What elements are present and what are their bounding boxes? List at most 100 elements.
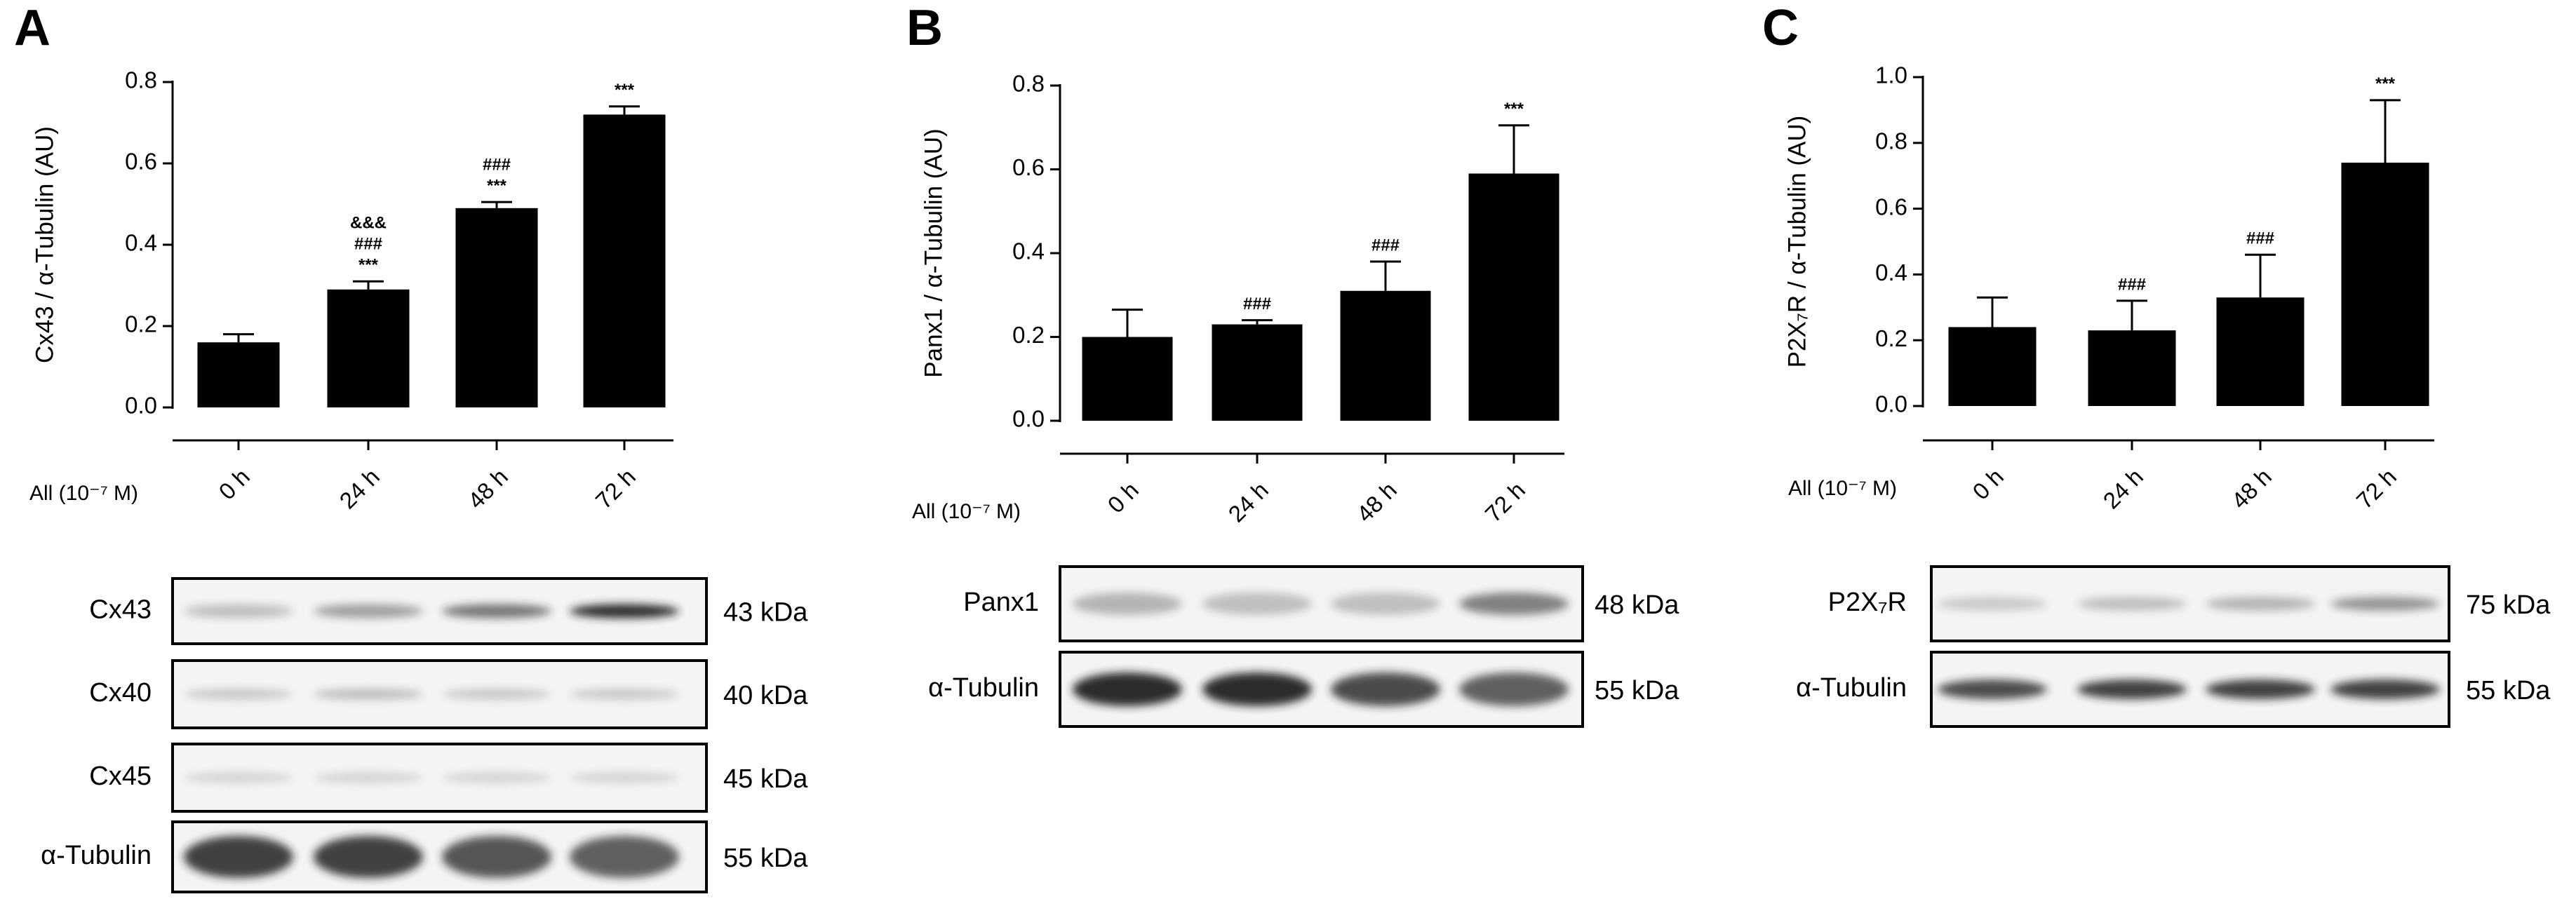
blot-band <box>314 604 423 618</box>
bar <box>2216 297 2305 406</box>
significance-mark: ### <box>483 155 511 174</box>
error-bar <box>2370 99 2401 163</box>
y-tick-label: 0.0 <box>1012 406 1045 432</box>
blot-band <box>2206 597 2315 611</box>
blot-size: 75 kDa <box>2466 590 2551 620</box>
y-tick-label: 0.8 <box>125 67 157 93</box>
x-tick-label: 48 h <box>463 464 514 514</box>
blot-band <box>570 772 679 783</box>
y-axis-label: Panx1 / α-Tubulin (AU) <box>920 128 947 377</box>
y-tick-label: 0.6 <box>1012 154 1045 180</box>
x-tick-label: 48 h <box>1352 477 1402 527</box>
x-prefix-label: All (10⁻⁷ M) <box>1788 477 1897 500</box>
y-axis-label: Cx43 / α-Tubulin (AU) <box>31 126 58 363</box>
significance-mark: &&& <box>350 214 387 233</box>
y-tick-label: 0.2 <box>1012 322 1045 348</box>
error-bar <box>223 333 254 343</box>
blot-size: 55 kDa <box>1595 676 1679 705</box>
significance-mark: *** <box>487 176 507 195</box>
y-axis-label: P2X₇R / α-Tubulin (AU) <box>1783 116 1811 368</box>
significance-mark: *** <box>615 81 635 100</box>
blot-label: α-Tubulin <box>928 673 1039 703</box>
blot-band <box>1938 597 2047 611</box>
blot-band <box>1202 593 1312 615</box>
blot-band <box>314 689 423 700</box>
blot-band <box>2330 597 2440 611</box>
bar <box>1468 173 1559 421</box>
significance-mark: ### <box>2118 275 2146 294</box>
significance-mark: ### <box>2246 229 2274 248</box>
y-tick-label: 0.4 <box>1012 238 1045 264</box>
x-tick-label: 24 h <box>335 464 385 514</box>
blot-band <box>570 836 679 878</box>
x-prefix-label: All (10⁻⁷ M) <box>29 482 138 505</box>
blot-band <box>1459 593 1569 615</box>
blot-band <box>2206 680 2315 699</box>
significance-mark: *** <box>1504 100 1524 119</box>
blot-band <box>570 689 679 700</box>
blot-band <box>1331 672 1440 706</box>
error-bar <box>1112 309 1143 337</box>
blot-size: 43 kDa <box>723 598 808 628</box>
blot-band <box>2077 680 2187 699</box>
blot-band <box>442 836 551 878</box>
x-tick-label: 72 h <box>2352 464 2402 514</box>
bar <box>327 289 410 407</box>
blot-band <box>442 772 551 783</box>
blot-label: Cx45 <box>89 762 152 791</box>
significance-mark: ### <box>1243 295 1271 313</box>
significance-mark: ### <box>354 235 382 254</box>
y-tick-label: 0.2 <box>125 311 157 337</box>
error-bar <box>1498 124 1529 174</box>
y-tick-label: 0.0 <box>125 393 157 419</box>
blot-size: 45 kDa <box>723 764 808 794</box>
bar <box>1340 290 1431 421</box>
blot-label: α-Tubulin <box>1796 673 1907 703</box>
blot-band <box>2077 597 2187 611</box>
x-tick-label: 24 h <box>2098 464 2149 514</box>
bar <box>197 342 280 407</box>
blot-band <box>184 836 293 878</box>
blot-band <box>1073 672 1182 706</box>
x-tick-label: 72 h <box>591 464 641 514</box>
blot-label: Panx1 <box>963 588 1039 617</box>
blot-band <box>1073 593 1182 615</box>
y-tick-label: 0.8 <box>1012 71 1045 97</box>
blot-band <box>442 604 551 618</box>
y-tick-label: 0.4 <box>125 230 157 256</box>
panel-letter: B <box>906 0 943 56</box>
x-tick-label: 0 h <box>214 464 255 505</box>
bar <box>1212 324 1303 421</box>
x-tick-label: 0 h <box>1968 464 2009 505</box>
significance-mark: *** <box>358 256 379 275</box>
blot-band <box>184 689 293 700</box>
y-tick-label: 0.8 <box>1875 128 1907 154</box>
error-bar <box>2245 253 2276 298</box>
blot-band <box>1459 672 1569 706</box>
blot-band <box>314 836 423 878</box>
x-tick-label: 48 h <box>2227 464 2277 514</box>
error-bar <box>353 280 384 290</box>
blot-band <box>1938 680 2047 699</box>
bar <box>1948 327 2037 406</box>
bar <box>2341 162 2429 406</box>
error-bar <box>609 105 640 115</box>
blot-band <box>184 604 293 618</box>
error-bar <box>1977 296 2008 327</box>
significance-mark: *** <box>2375 74 2396 93</box>
y-tick-label: 0.0 <box>1875 391 1907 417</box>
blot-label: P2X₇R <box>1828 588 1907 617</box>
blot-size: 55 kDa <box>2466 676 2551 705</box>
error-bar <box>481 201 512 208</box>
error-bar <box>1242 319 1273 325</box>
blot-band <box>1331 593 1440 615</box>
blot-band <box>314 772 423 783</box>
bar <box>2088 330 2176 406</box>
x-prefix-label: All (10⁻⁷ M) <box>912 500 1021 523</box>
blot-band <box>1202 672 1312 706</box>
x-tick-label: 72 h <box>1480 477 1531 527</box>
x-tick-label: 24 h <box>1223 477 1274 527</box>
error-bar <box>1370 260 1401 291</box>
blot-size: 48 kDa <box>1595 590 1679 620</box>
